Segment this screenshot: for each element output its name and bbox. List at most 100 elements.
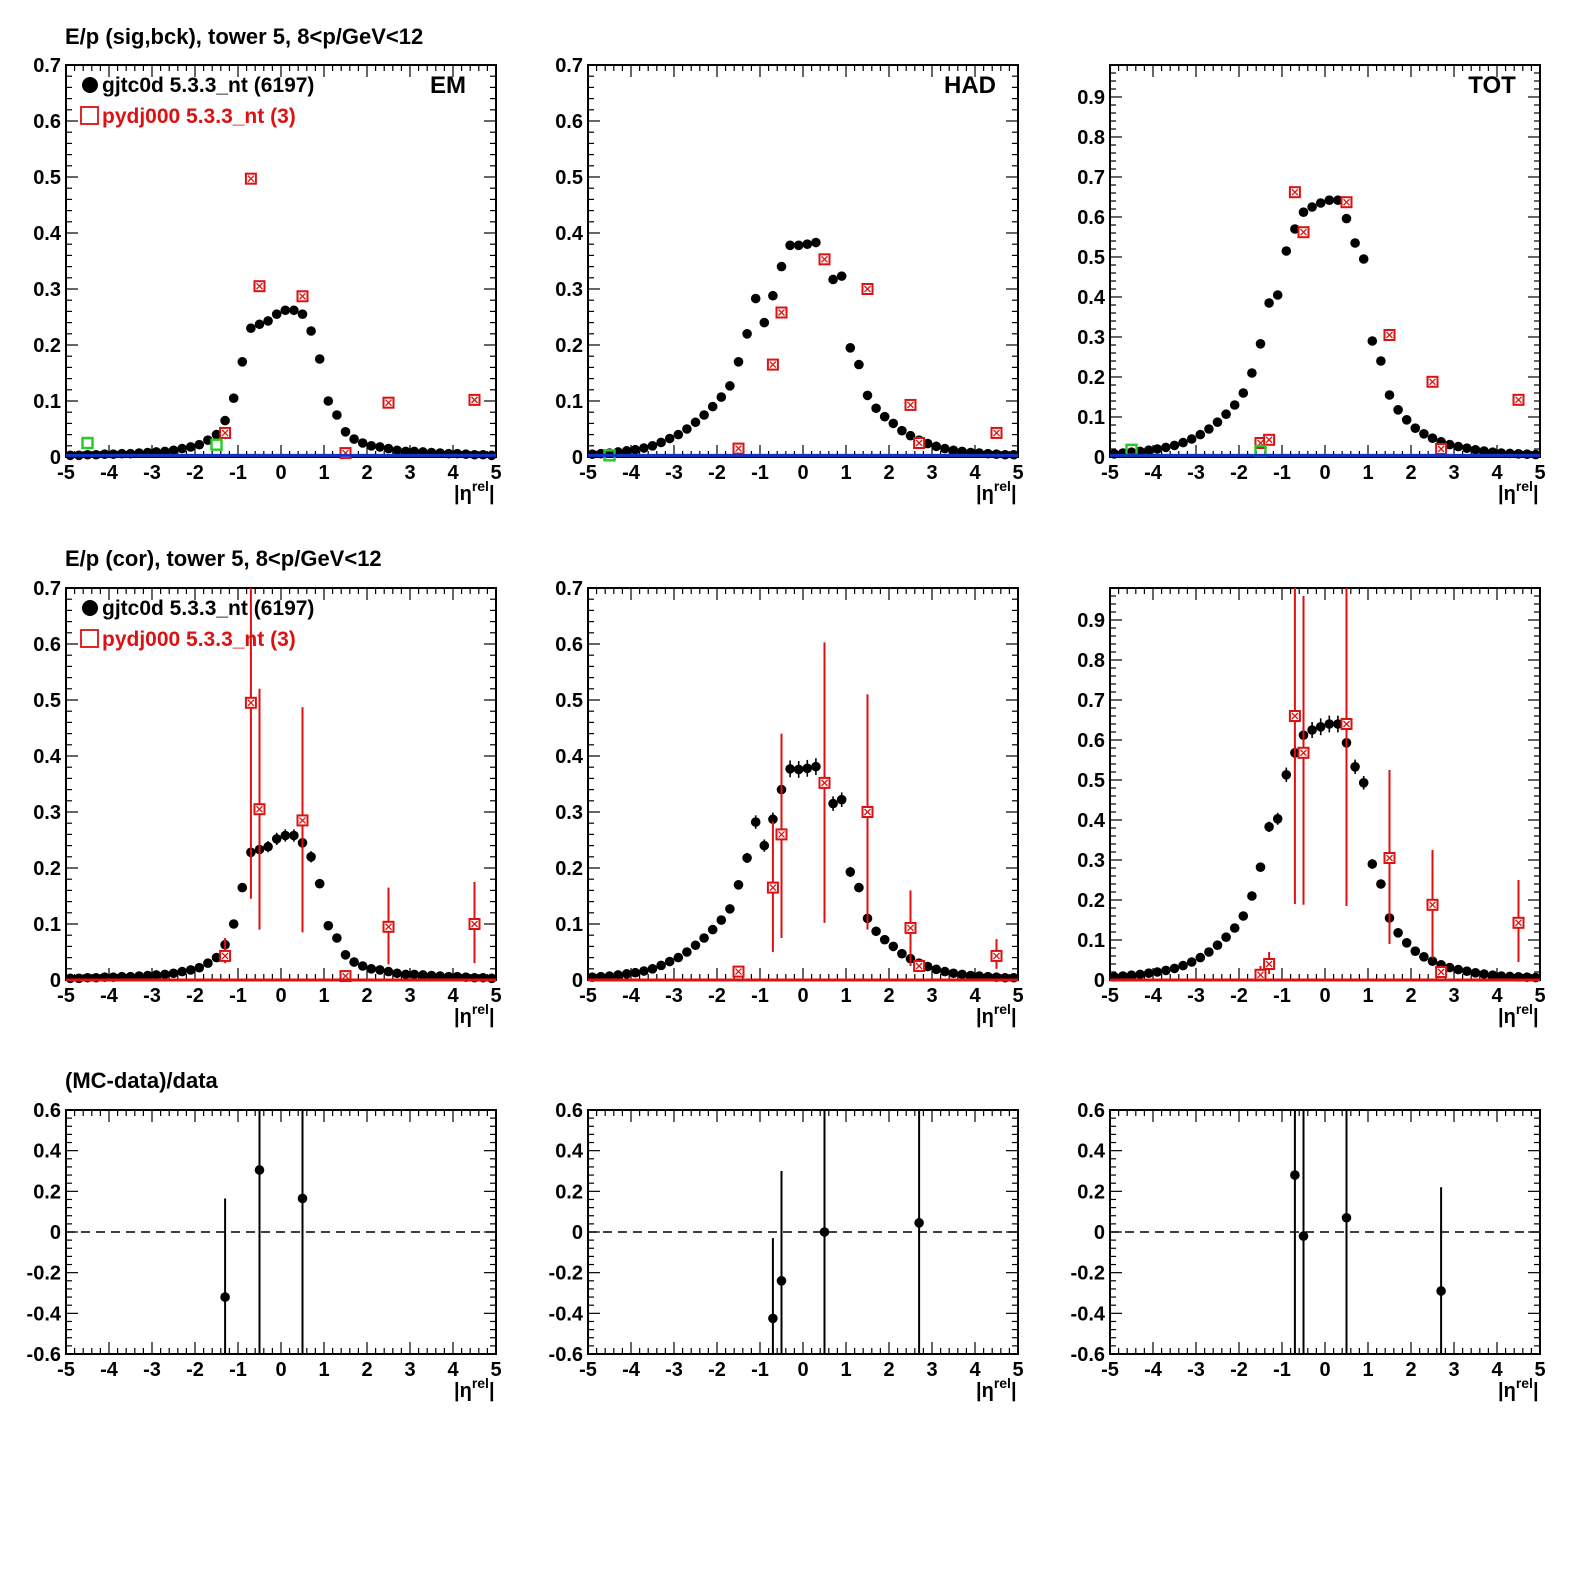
- data-point: [647, 964, 658, 974]
- data-point: [707, 924, 718, 935]
- y-tick-label: 0.3: [1077, 327, 1105, 349]
- x-tick-label: -2: [708, 462, 726, 484]
- x-tick-label: -1: [1273, 462, 1291, 484]
- mc-point-cross: [256, 805, 263, 813]
- x-tick-label: 5: [1534, 985, 1545, 1007]
- ratio-point: [914, 1218, 924, 1228]
- data-point: [1264, 822, 1274, 832]
- x-tick-label: 4: [447, 985, 459, 1007]
- data-point: [1401, 415, 1412, 425]
- x-tick-label: 1: [1362, 985, 1373, 1007]
- data-point: [271, 309, 282, 320]
- mc-point-cross: [342, 972, 349, 980]
- y-tick-label: 0.3: [555, 802, 583, 824]
- data-point: [948, 968, 959, 979]
- mc-point-cross: [256, 282, 263, 290]
- data-point: [1341, 213, 1352, 224]
- data-point: [1410, 423, 1421, 434]
- y-tick-label: 0.6: [1077, 207, 1105, 229]
- data-point: [811, 237, 821, 248]
- x-tick-label: 4: [1491, 1359, 1503, 1381]
- ratio-point: [220, 1292, 230, 1302]
- x-tick-label: 3: [1448, 985, 1459, 1007]
- data-point: [647, 441, 658, 451]
- data-point: [314, 878, 325, 889]
- mc-point-cross: [1437, 445, 1445, 453]
- panel-r1c2: -5 -4 -3 -2 -1 0 1 2 3 4 5 0 0.1 0.2 0.3 0.4 0.5 0.6 0.7 0.…: [1077, 587, 1546, 1028]
- x-tick-label: 0: [275, 1359, 286, 1381]
- x-axis-label: |ηrel|: [1498, 478, 1539, 505]
- ratio-point: [776, 1276, 787, 1286]
- data-point: [168, 968, 179, 979]
- x-tick-label: 3: [926, 462, 937, 484]
- data-point: [409, 446, 420, 457]
- data-point: [1195, 952, 1206, 963]
- data-point: [1333, 195, 1343, 205]
- panel-r2c1: -5 -4 -3 -2 -1 0 1 2 3 4 5 -0.6 -0.4 -0.2 0 0.2 0.4 0.6 |η…: [549, 1100, 1024, 1402]
- data-point: [1221, 932, 1231, 942]
- x-tick-label: 5: [490, 1359, 501, 1381]
- y-tick-label: 0.7: [555, 55, 583, 77]
- x-tick-label: 1: [318, 985, 329, 1007]
- data-point: [160, 446, 170, 457]
- data-point: [630, 444, 641, 455]
- data-point: [1143, 968, 1154, 978]
- data-point: [1118, 971, 1128, 981]
- ratio-point: [254, 1165, 265, 1175]
- legend-marker-data: [82, 600, 98, 616]
- y-tick-label: 0.6: [33, 111, 61, 133]
- data-point: [1384, 390, 1395, 400]
- data-point: [332, 410, 342, 420]
- x-tick-label: -5: [1101, 1359, 1119, 1381]
- x-tick-label: 2: [883, 462, 894, 484]
- y-tick-label: 0.4: [1077, 1141, 1106, 1163]
- x-tick-label: 0: [797, 985, 808, 1007]
- x-tick-label: -2: [186, 462, 204, 484]
- data-point: [922, 438, 933, 449]
- x-tick-label: 1: [840, 462, 851, 484]
- data-point: [965, 970, 976, 981]
- y-tick-label: 0.2: [33, 335, 61, 357]
- data-point: [931, 441, 942, 452]
- data-point: [125, 448, 136, 459]
- data-point: [656, 437, 666, 448]
- data-point: [349, 434, 359, 444]
- y-tick-label: -0.2: [549, 1263, 583, 1285]
- mc-point-cross: [864, 808, 871, 816]
- x-tick-label: 4: [1491, 462, 1503, 484]
- x-tick-label: 5: [1534, 462, 1545, 484]
- mc-point-cross: [778, 830, 785, 838]
- data-point: [656, 960, 666, 971]
- panel-r0c0: -5 -4 -3 -2 -1 0 1 2 3 4 5 0 0.1 0.2 0.3 0.4 0.5 0.6 0.7 |η…: [33, 55, 501, 505]
- y-tick-label: 0.6: [555, 111, 583, 133]
- ratio-point: [1290, 1170, 1300, 1180]
- x-tick-label: -5: [57, 1359, 75, 1381]
- data-point: [1298, 207, 1309, 217]
- data-point: [750, 293, 761, 304]
- data-point: [1247, 368, 1257, 378]
- mc-point-cross: [769, 884, 777, 892]
- y-tick-label: 0.3: [33, 802, 61, 824]
- data-point: [1470, 968, 1481, 978]
- y-tick-label: 0.4: [33, 223, 62, 245]
- x-tick-label: 2: [883, 1359, 894, 1381]
- data-point: [793, 764, 804, 775]
- data-point: [203, 958, 213, 968]
- y-tick-label: 0.1: [555, 914, 583, 936]
- data-point: [682, 424, 692, 434]
- x-tick-label: -3: [143, 985, 161, 1007]
- y-tick-label: -0.6: [27, 1344, 61, 1366]
- data-point: [1221, 409, 1231, 420]
- data-point: [1126, 970, 1137, 980]
- data-point: [1281, 246, 1292, 256]
- data-point: [716, 392, 727, 402]
- data-point: [392, 445, 402, 456]
- mc-point-cross: [471, 396, 478, 404]
- data-point: [1358, 778, 1369, 788]
- x-tick-label: -4: [100, 1359, 119, 1381]
- data-point: [1204, 424, 1214, 434]
- mc-point-cross: [221, 429, 229, 437]
- data-point: [871, 926, 881, 937]
- y-tick-label: 0.6: [1077, 1100, 1105, 1122]
- data-point: [418, 970, 428, 980]
